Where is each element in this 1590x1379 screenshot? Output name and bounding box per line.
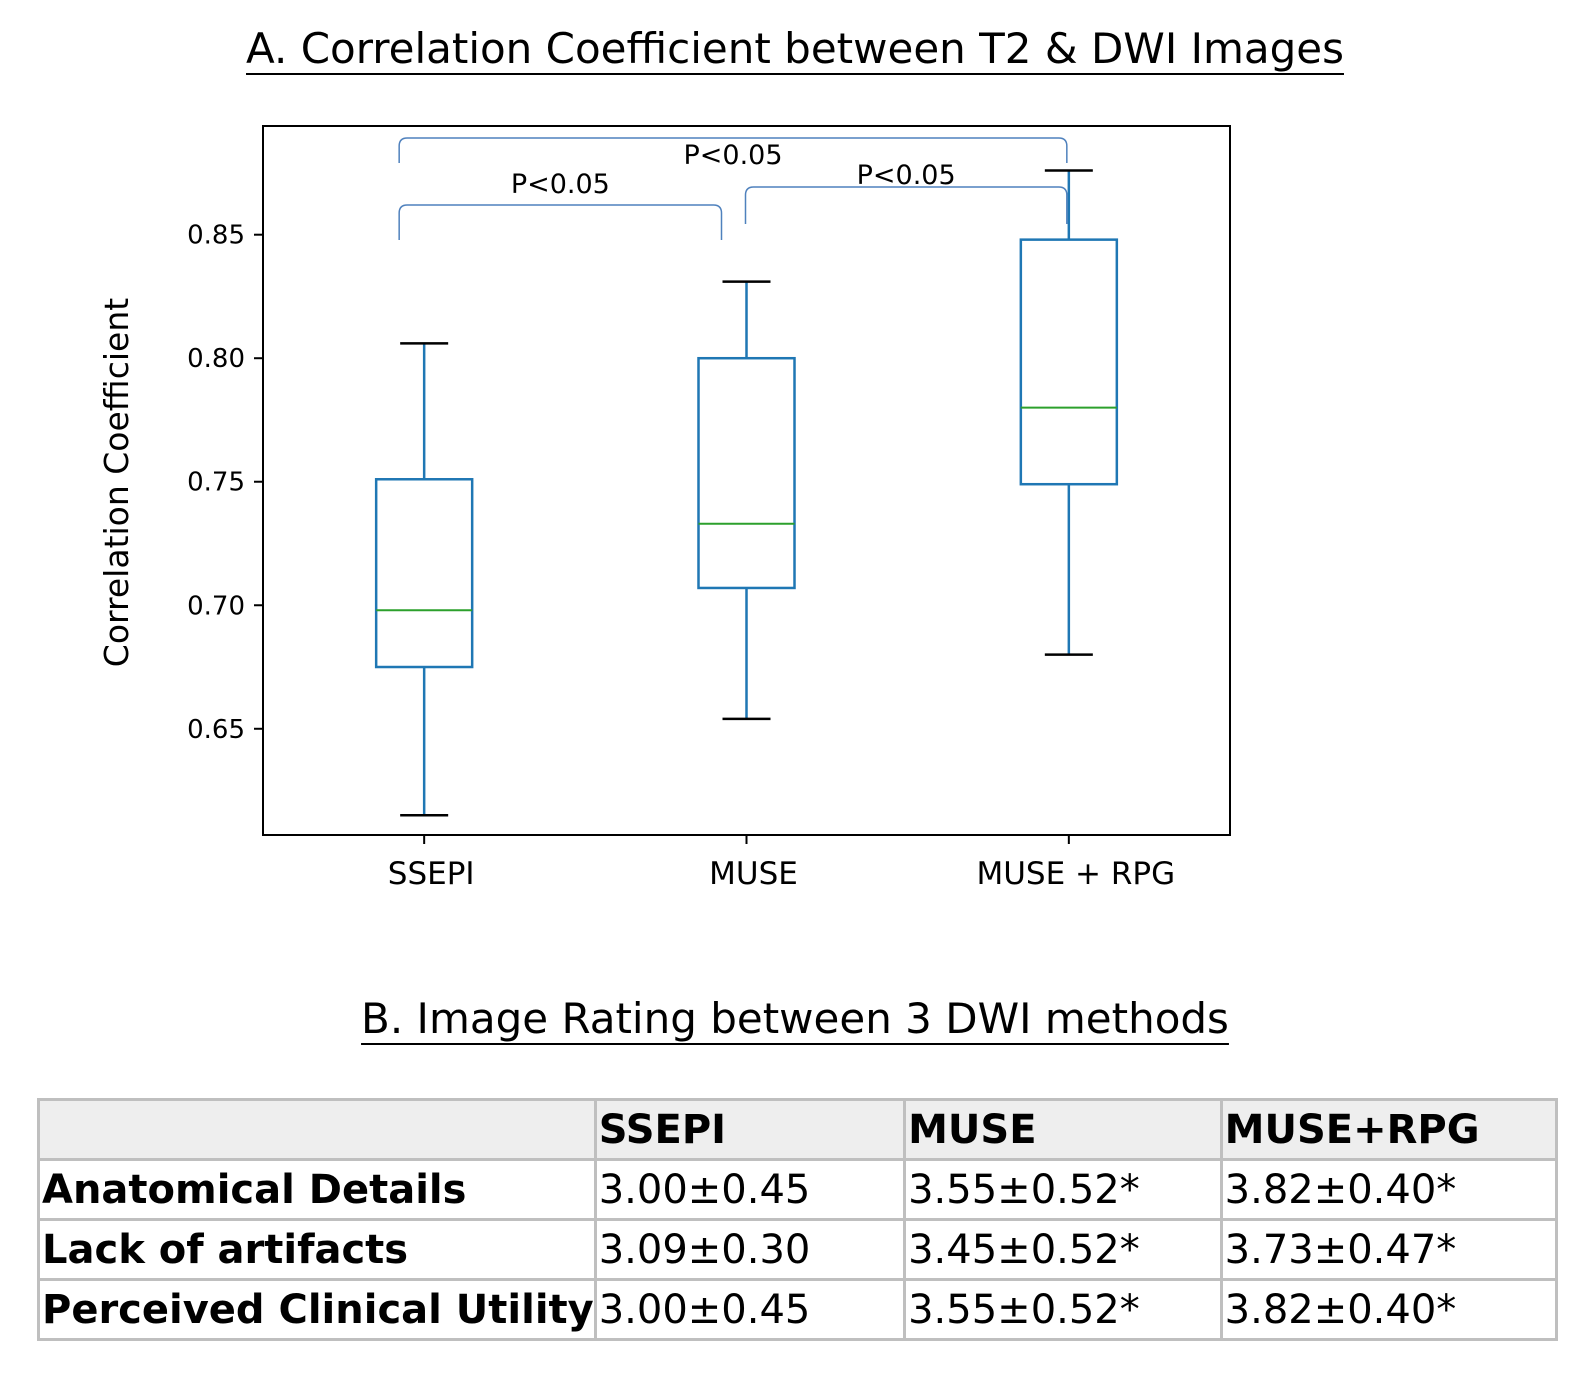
y-axis-label: Correlation Coefficient <box>97 298 136 667</box>
box <box>697 356 796 590</box>
table-row: Perceived Clinical Utility 3.00±0.45 3.5… <box>37 1278 1559 1341</box>
row-label: Lack of artifacts <box>37 1218 597 1281</box>
significance-bracket <box>744 186 1068 224</box>
y-tick-label: 0.70 <box>187 591 245 621</box>
chart-title: A. Correlation Coefficient between T2 & … <box>246 24 1344 73</box>
significance-label: P<0.05 <box>857 160 956 191</box>
table-cell: 3.00±0.45 <box>593 1158 907 1221</box>
significance-label: P<0.05 <box>683 140 782 171</box>
table-cell: 3.55±0.52* <box>903 1278 1223 1341</box>
table-title: B. Image Rating between 3 DWI methods <box>361 994 1229 1043</box>
row-label: Perceived Clinical Utility <box>37 1278 597 1341</box>
y-tick-label: 0.75 <box>187 468 245 498</box>
rating-table: SSEPI MUSE MUSE+RPG Anatomical Details 3… <box>37 1098 1559 1341</box>
x-tick-label: SSEPI <box>388 856 475 892</box>
header-cell-empty <box>37 1098 597 1161</box>
header-cell-muse: MUSE <box>903 1098 1223 1161</box>
table-row: Lack of artifacts 3.09±0.30 3.45±0.52* 3… <box>37 1218 1559 1281</box>
y-tick-label: 0.80 <box>187 344 245 374</box>
table-cell: 3.00±0.45 <box>593 1278 907 1341</box>
box <box>374 478 474 669</box>
table-cell: 3.45±0.52* <box>903 1218 1223 1281</box>
table-row: Anatomical Details 3.00±0.45 3.55±0.52* … <box>37 1158 1559 1221</box>
table-header-row: SSEPI MUSE MUSE+RPG <box>37 1098 1559 1161</box>
box-plot-chart: 0.65 0.70 0.75 0.80 0.85 Correlation Coeffici… <box>97 125 1231 892</box>
row-label: Anatomical Details <box>37 1158 597 1221</box>
x-tick-label: MUSE <box>709 856 798 892</box>
y-tick-label: 0.85 <box>187 221 245 251</box>
header-cell-ssepi: SSEPI <box>593 1098 907 1161</box>
table-cell: 3.09±0.30 <box>593 1218 907 1281</box>
significance-label: P<0.05 <box>511 169 610 200</box>
table-cell: 3.55±0.52* <box>903 1158 1223 1221</box>
y-tick-label: 0.65 <box>187 715 245 745</box>
table-cell: 3.73±0.47* <box>1219 1218 1559 1281</box>
box <box>1019 238 1119 486</box>
significance-bracket <box>398 137 1068 163</box>
header-cell-muse-rpg: MUSE+RPG <box>1219 1098 1559 1161</box>
significance-bracket <box>398 204 723 240</box>
table-cell: 3.82±0.40* <box>1219 1278 1559 1341</box>
table-cell: 3.82±0.40* <box>1219 1158 1559 1221</box>
x-tick-label: MUSE + RPG <box>977 856 1176 892</box>
